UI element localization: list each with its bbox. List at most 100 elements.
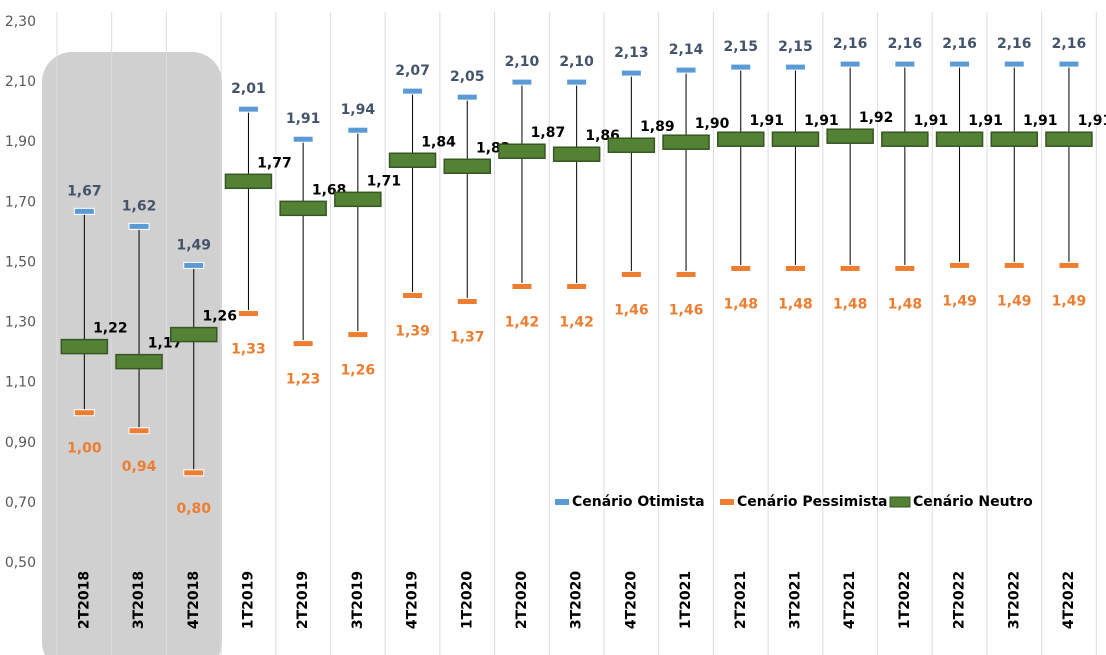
x-tick-label: 2T2018 [76,571,92,629]
high-label: 2,16 [942,36,977,52]
x-tick-label: 1T2021 [678,571,694,629]
high-label: 2,16 [888,36,923,52]
low-marker [839,264,861,272]
high-label: 2,05 [450,69,485,85]
low-marker [73,409,95,417]
low-label: 1,49 [942,293,977,309]
high-marker [1003,60,1025,68]
y-tick-label: 1,30 [5,315,36,331]
neutral-box [935,131,984,147]
neutral-box [115,353,163,370]
high-label: 2,13 [614,45,649,61]
x-tick-label: 4T2021 [842,571,858,629]
neutral-label: 1,77 [257,155,292,171]
low-marker [183,469,205,477]
high-marker [292,135,314,143]
x-tick-label: 3T2021 [787,571,803,629]
neutral-box [60,338,109,355]
x-tick-label: 1T2019 [240,571,256,629]
x-tick-label: 3T2018 [131,571,147,629]
highlight-region [42,52,222,655]
low-marker [128,427,150,435]
high-label: 2,07 [395,63,430,79]
x-tick-label: 4T2020 [623,571,639,630]
high-marker [566,78,588,86]
low-label: 1,48 [778,296,813,312]
low-marker [949,261,971,269]
high-label: 2,01 [231,81,266,97]
legend-swatch [889,496,911,508]
neutral-box [334,191,382,208]
high-marker [237,105,259,113]
legend-swatch [555,499,569,505]
low-marker [894,264,916,272]
legend-label: Cenário Otimista [572,494,705,510]
neutral-box [552,146,601,162]
neutral-box [498,143,546,159]
neutral-box [826,128,874,144]
low-marker [456,298,478,306]
low-label: 0,94 [122,459,157,475]
low-marker [1003,261,1025,269]
y-tick-label: 1,10 [5,375,36,391]
neutral-box [717,131,765,147]
neutral-box [170,326,218,343]
y-tick-label: 2,30 [5,14,36,30]
neutral-label: 1,90 [695,116,730,132]
high-label: 2,16 [997,36,1032,52]
low-label: 1,42 [505,314,540,330]
low-label: 0,80 [176,501,211,517]
neutral-label: 1,91 [968,113,1003,129]
low-label: 1,42 [559,314,594,330]
y-tick-label: 0,50 [5,555,36,571]
x-tick-label: 2T2022 [952,571,968,629]
x-tick-label: 4T2019 [405,571,421,629]
high-marker [73,207,95,215]
low-label: 1,49 [1052,293,1087,309]
y-tick-label: 2,10 [5,74,36,90]
high-marker [784,63,806,71]
neutral-box [607,137,656,153]
neutral-label: 1,92 [859,110,894,126]
x-tick-label: 2T2019 [295,571,311,629]
high-marker [620,69,642,77]
x-tick-label: 1T2020 [459,571,475,630]
low-marker [292,340,314,348]
x-tick-label: 4T2018 [186,571,202,629]
low-label: 1,46 [669,302,704,318]
neutral-label: 1,91 [1078,113,1106,129]
high-label: 2,10 [559,54,594,70]
high-marker [839,60,861,68]
neutral-label: 1,71 [367,173,402,189]
legend-label: Cenário Neutro [913,494,1033,510]
neutral-label: 1,26 [202,309,237,325]
neutral-box [771,131,820,147]
y-tick-label: 1,50 [5,254,36,270]
high-label: 1,49 [176,237,211,253]
low-label: 1,46 [614,302,649,318]
neutral-box [279,200,327,217]
low-label: 1,00 [67,441,102,457]
high-label: 2,10 [505,54,540,70]
high-marker [347,126,369,134]
high-label: 2,16 [1052,36,1087,52]
y-tick-label: 1,70 [5,194,36,210]
x-tick-label: 2T2020 [514,571,530,630]
neutral-label: 1,22 [93,321,128,337]
high-label: 2,14 [669,42,704,58]
neutral-box [1045,131,1093,147]
low-label: 1,48 [888,296,923,312]
high-marker [183,261,205,269]
low-label: 1,23 [286,372,321,388]
high-marker [949,60,971,68]
x-tick-label: 3T2022 [1006,571,1022,629]
low-marker [511,282,533,290]
y-tick-label: 0,90 [5,435,36,451]
neutral-box [662,134,710,150]
low-label: 1,39 [395,324,430,340]
high-label: 1,67 [67,183,102,199]
x-tick-label: 2T2021 [733,571,749,629]
low-label: 1,26 [341,363,376,379]
neutral-label: 1,91 [804,113,839,129]
x-tick-label: 1T2022 [897,571,913,629]
